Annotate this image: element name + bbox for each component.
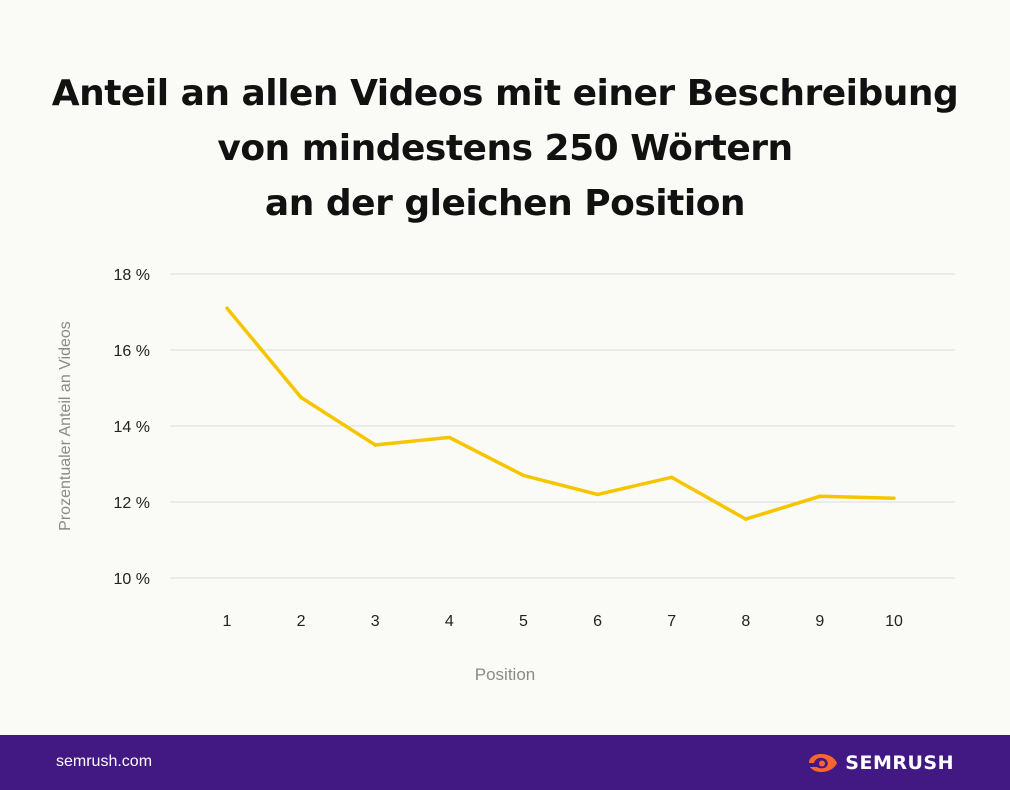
brand-name: SEMRUSH: [845, 752, 954, 774]
data-point: [299, 395, 303, 400]
data-point: [225, 306, 229, 310]
title-line-2: von mindestens 250 Wörtern: [217, 128, 793, 169]
x-tick-label: 3: [371, 613, 380, 630]
x-tick-labels: 1 2 3 4 5 6 7 8 9 10: [223, 613, 903, 630]
data-point: [744, 517, 748, 521]
data-point: [373, 443, 377, 447]
data-point: [669, 475, 674, 479]
y-tick-labels: 10 % 12 % 14 % 16 % 18 %: [114, 267, 150, 588]
data-point: [521, 473, 526, 478]
data-point: [595, 492, 600, 497]
y-tick-label: 16 %: [114, 343, 150, 360]
footer-bar: semrush.com SEMRUSH: [0, 735, 1010, 790]
x-tick-label: 7: [667, 613, 676, 630]
y-tick-label: 18 %: [114, 267, 150, 284]
semrush-fire-icon: [809, 754, 838, 772]
grid-lines: [170, 273, 955, 579]
data-point: [892, 496, 896, 500]
series-line: [225, 307, 895, 521]
footer-site: semrush.com: [56, 753, 153, 770]
x-tick-label: 8: [741, 613, 750, 630]
chart-title: Anteil an allen Videos mit einer Beschre…: [0, 66, 1010, 231]
data-series: [225, 306, 896, 521]
y-tick-label: 10 %: [114, 571, 150, 588]
x-tick-label: 2: [297, 613, 306, 630]
data-point: [818, 494, 822, 498]
x-tick-label: 9: [815, 613, 824, 630]
y-tick-label: 14 %: [114, 419, 150, 436]
data-point: [447, 435, 452, 440]
x-tick-label: 4: [445, 613, 454, 630]
x-tick-label: 10: [885, 613, 903, 630]
title-line-3: an der gleichen Position: [264, 183, 746, 224]
brand-logo: SEMRUSH: [807, 751, 954, 775]
line-chart: 10 % 12 % 14 % 16 % 18 % 1 2 3 4 5 6 7 8 9 10 Prozent…: [57, 267, 955, 684]
title-line-1: Anteil an allen Videos mit einer Beschre…: [51, 73, 959, 114]
x-axis-label: Position: [475, 665, 535, 684]
y-axis-label: Prozentualer Anteil an Videos: [57, 321, 74, 531]
y-tick-label: 12 %: [114, 495, 150, 512]
x-tick-label: 1: [223, 613, 232, 630]
x-tick-label: 6: [593, 613, 602, 630]
x-tick-label: 5: [519, 613, 528, 630]
